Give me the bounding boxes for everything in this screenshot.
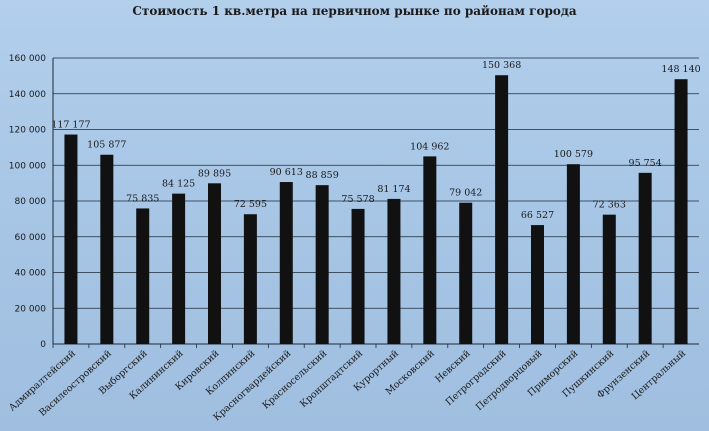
- y-tick-label: 120 000: [9, 126, 46, 136]
- data-label: 148 140: [661, 64, 700, 75]
- y-tick-label: 100 000: [9, 161, 46, 171]
- bar: [459, 202, 473, 344]
- bar: [136, 208, 150, 344]
- bar: [387, 198, 401, 344]
- data-label: 89 895: [198, 168, 231, 179]
- data-label: 75 835: [126, 193, 159, 204]
- data-label: 117 177: [51, 120, 90, 131]
- bar: [64, 134, 78, 344]
- y-tick-label: 0: [40, 340, 46, 350]
- data-label: 72 363: [593, 200, 626, 211]
- bar: [243, 214, 257, 344]
- y-tick-label: 20 000: [15, 304, 47, 314]
- bar: [495, 75, 509, 345]
- bar: [531, 225, 544, 344]
- bar: [208, 183, 221, 344]
- data-label: 90 613: [270, 167, 303, 178]
- data-label: 75 578: [341, 194, 374, 205]
- data-label: 81 174: [377, 184, 410, 195]
- data-label: 100 579: [554, 149, 593, 160]
- bar: [315, 185, 329, 344]
- chart-title: Стоимость 1 кв.метра на первичном рынке …: [132, 4, 577, 18]
- bar: [638, 172, 652, 344]
- x-category-label: Петродворцовый: [474, 348, 545, 413]
- y-tick-label: 140 000: [9, 90, 46, 100]
- x-category-label: Адмиралтейский: [7, 348, 78, 414]
- y-tick-label: 60 000: [15, 233, 47, 243]
- y-tick-label: 80 000: [15, 197, 47, 207]
- x-category-label: Петроградский: [444, 348, 509, 408]
- data-label: 79 042: [449, 188, 482, 199]
- x-category-label: Красносельский: [260, 348, 329, 411]
- bar: [351, 208, 365, 344]
- bar: [566, 164, 580, 344]
- data-label: 105 877: [87, 140, 126, 151]
- data-label: 150 368: [482, 60, 521, 71]
- data-label: 66 527: [521, 210, 554, 221]
- data-label: 84 125: [162, 179, 195, 190]
- bar: [602, 214, 616, 344]
- y-tick-label: 40 000: [15, 269, 47, 279]
- data-label: 104 962: [410, 141, 449, 152]
- bar: [674, 79, 688, 344]
- bar: [172, 193, 186, 344]
- data-label: 88 859: [306, 170, 339, 181]
- y-tick-label: 160 000: [9, 54, 46, 64]
- x-category-label: Кронштадтский: [298, 348, 365, 410]
- bar: [100, 154, 114, 344]
- bar: [279, 182, 293, 344]
- data-label: 72 595: [234, 199, 267, 210]
- data-label: 95 754: [629, 158, 662, 169]
- bar: [423, 156, 437, 344]
